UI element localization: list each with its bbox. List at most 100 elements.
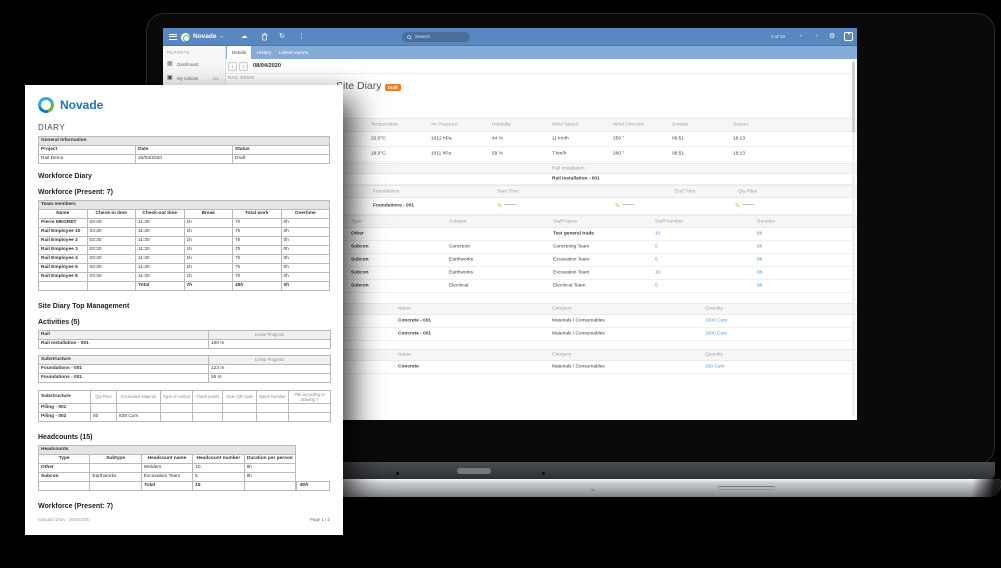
column-header: Qty Piles	[90, 389, 117, 404]
current-date: 08/04/2020	[253, 63, 281, 69]
staff-number-link[interactable]: 5	[655, 283, 658, 289]
staff-number-link[interactable]: 10	[655, 231, 661, 237]
footer-page-number: Page 1 / 2	[309, 517, 330, 522]
column-header: Overtime	[280, 208, 330, 219]
cell: 7h	[232, 226, 282, 237]
cell	[256, 411, 289, 422]
staff-name: Concreting Team	[553, 244, 590, 250]
end-time-blank[interactable]	[622, 199, 634, 205]
staff-header: Staff Name	[553, 219, 577, 224]
search-input[interactable]: Search	[402, 32, 470, 42]
material-category: Materials / Consumables	[552, 364, 605, 370]
next-date-button[interactable]: ›	[239, 62, 248, 71]
staff-duration-link[interactable]: 8h	[757, 270, 763, 276]
material-quantity-link[interactable]: 100 Cum	[705, 364, 725, 370]
material-quantity-link[interactable]: 1000 Cum	[705, 331, 728, 337]
tab-linked-reports[interactable]: Linked reports	[279, 50, 309, 55]
staff-number-link[interactable]: 10	[655, 270, 661, 276]
dashboard-icon: ▦	[167, 61, 173, 67]
cell: 11:30	[135, 271, 185, 282]
staff-number-link[interactable]: 5	[655, 257, 658, 263]
table-section-title: General Information	[38, 136, 330, 146]
column-header: Check-in time	[86, 208, 136, 219]
laptop-base-edge	[960, 479, 1001, 497]
edit-qty-piles-pencil-icon[interactable]: ✎	[735, 203, 741, 210]
foundations-header: Qty Piles	[738, 189, 758, 194]
materials-header: Category	[552, 352, 572, 358]
hamburger-menu-icon[interactable]	[169, 34, 177, 40]
cell	[90, 402, 117, 413]
app-topbar: Novade ← ☁ ↻ ⋮ Search 3 of 23 ‹ › ⚙	[163, 28, 857, 46]
total-break: 7h	[183, 280, 233, 291]
staff-type: Subcon	[351, 257, 369, 263]
section-heading: Activities (5)	[38, 318, 80, 326]
staff-type: Subcon	[351, 270, 369, 276]
materials-header: Quantity	[705, 352, 723, 358]
column-header: Batch Number	[256, 389, 289, 404]
laptop-base-dot	[591, 489, 595, 491]
material-quantity-link[interactable]: 1000 Cum	[705, 318, 728, 324]
staff-duration-link[interactable]: 8h	[757, 283, 763, 289]
column-header: Check points	[192, 389, 223, 404]
cell	[116, 402, 161, 413]
start-time-blank[interactable]	[504, 199, 516, 205]
scrollbar-thumb[interactable]	[852, 62, 855, 132]
staff-header: Type	[351, 219, 362, 224]
column-header: Duration per person	[243, 453, 297, 464]
staff-duration-link[interactable]: 8h	[757, 257, 763, 263]
prev-record-icon[interactable]: ‹	[800, 33, 802, 39]
column-header: Rail	[38, 329, 209, 340]
cell: 03:30	[86, 244, 136, 255]
record-pagination: 3 of 23	[771, 34, 786, 39]
refresh-icon[interactable]: ↻	[279, 33, 285, 40]
edit-start-time-pencil-icon[interactable]: ✎	[497, 203, 503, 210]
sidebar-item-my-actions[interactable]: ▣ My Actions 139	[163, 72, 226, 85]
avatar[interactable]	[844, 32, 853, 41]
tab-history[interactable]: History	[257, 50, 272, 55]
column-header: Status	[232, 144, 330, 155]
cell: 0h	[280, 217, 330, 228]
cell: 1h	[183, 217, 233, 228]
material-category: Materials / Consumables	[552, 331, 605, 337]
kebab-menu-icon[interactable]: ⋮	[298, 33, 305, 40]
cell: 0h	[280, 226, 330, 237]
next-record-icon[interactable]: ›	[816, 33, 818, 39]
prev-date-button[interactable]: ‹	[228, 62, 237, 71]
cell: 8h	[243, 471, 297, 482]
staff-name: Test general trade	[553, 231, 594, 237]
gear-icon[interactable]: ⚙	[829, 33, 836, 40]
section-heading: Workforce Diary	[38, 172, 92, 180]
scrollbar[interactable]	[852, 60, 855, 416]
staff-duration-link[interactable]: 8h	[757, 231, 763, 237]
cell: 03:30	[86, 262, 136, 273]
cell: 11:30	[135, 244, 185, 255]
staff-type: Subcon	[351, 244, 369, 250]
sidebar-item-dashboard[interactable]: ▦ Dashboard	[163, 58, 226, 71]
cell	[256, 402, 289, 413]
project-context-label: RAIL DEMO	[228, 75, 255, 80]
materials-header: Name	[398, 352, 411, 358]
edit-end-time-pencil-icon[interactable]: ✎	[615, 203, 621, 210]
table-section-title: Team members	[38, 199, 330, 210]
tab-details[interactable]: Details	[227, 46, 252, 59]
cell: 1h	[183, 235, 233, 246]
rail-activity-table: Rail Linear Progress Rail Installation -…	[38, 329, 331, 349]
cell	[38, 280, 88, 291]
trash-icon[interactable]	[261, 32, 268, 45]
cell-excavated-material: 638 Cum	[116, 411, 161, 422]
materials-header: Quantity	[705, 306, 723, 312]
cloud-upload-icon[interactable]: ☁	[241, 33, 248, 40]
qty-piles-blank[interactable]	[742, 199, 754, 205]
cell: 5	[192, 471, 245, 482]
cell: 1h	[183, 271, 233, 282]
staff-number-link[interactable]: 5	[655, 244, 658, 250]
column-header: Subtype	[89, 453, 142, 464]
back-icon[interactable]: ←	[219, 33, 226, 40]
cell	[288, 411, 331, 422]
cell: 1h	[183, 226, 233, 237]
date-toolbar: ‹ › 08/04/2020	[226, 59, 857, 74]
column-header: Check-out time	[135, 208, 185, 219]
cell: 11:30	[135, 226, 185, 237]
cell-progress: 123 m	[208, 363, 331, 374]
staff-duration-link[interactable]: 8h	[757, 244, 763, 250]
